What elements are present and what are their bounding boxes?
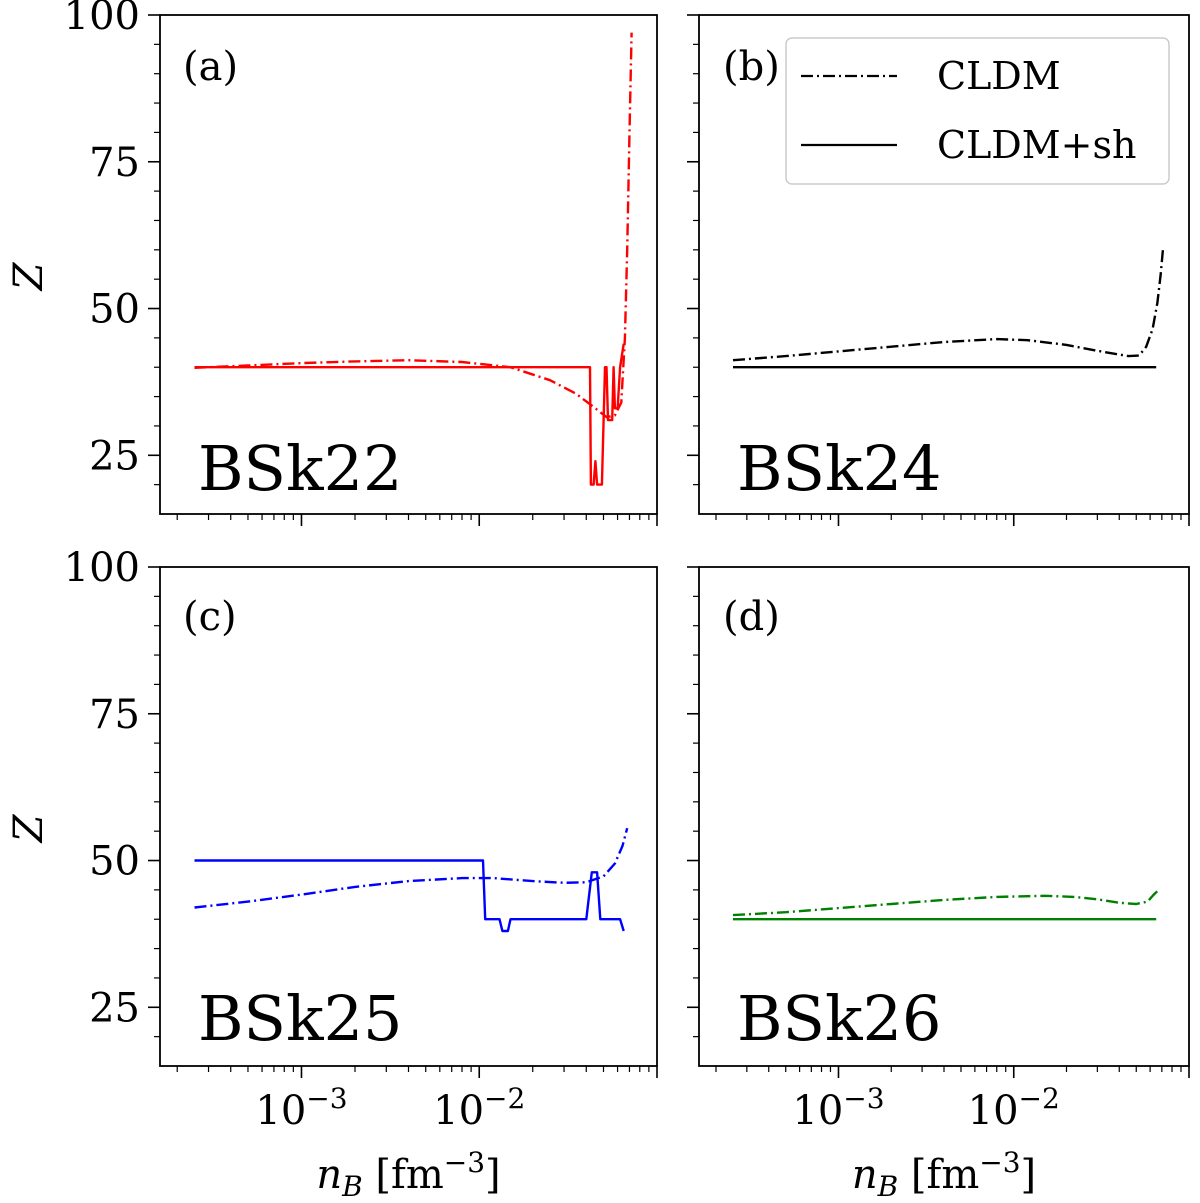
- y-tick-label: 75: [89, 692, 140, 738]
- y-axis-label: Z: [6, 261, 52, 292]
- y-tick-label: 25: [89, 433, 140, 479]
- legend-frame: [785, 37, 1170, 185]
- model-label: BSk22: [198, 432, 403, 505]
- y-tick-label: 50: [89, 839, 140, 885]
- legend-label-cldm-sh: CLDM+sh: [937, 123, 1137, 167]
- panel-b: (b) BSk24 CLDM CLDM+sh: [687, 14, 1190, 526]
- x-tick-label: 10−2: [433, 1082, 525, 1134]
- x-tick-label: 10−3: [792, 1082, 884, 1134]
- model-label: BSk24: [737, 432, 942, 505]
- y-tick-label: 100: [64, 0, 140, 39]
- y-tick-label: 50: [89, 287, 140, 333]
- model-label: BSk25: [198, 982, 403, 1055]
- series-cldm-line: [732, 249, 1165, 362]
- axes-frame: [159, 14, 658, 515]
- x-axis-label: nB [fm−3]: [852, 1146, 1036, 1203]
- legend-label-cldm: CLDM: [937, 54, 1061, 98]
- legend: CLDM CLDM+sh: [785, 37, 1170, 185]
- series-cldm-sh-line: [194, 859, 625, 933]
- panel-tag: (c): [183, 594, 237, 640]
- y-tick-label: 75: [89, 140, 140, 186]
- y-tick-label: 100: [64, 545, 140, 591]
- x-axis-label: nB [fm−3]: [316, 1146, 500, 1203]
- panel-tag: (b): [723, 44, 780, 90]
- axes-frame: [159, 566, 658, 1067]
- panel-tag: (a): [183, 44, 238, 90]
- series-cldm-line: [194, 827, 629, 909]
- axes-frame: [698, 14, 1190, 515]
- y-tick-label: 25: [89, 985, 140, 1031]
- series-cldm-line: [194, 32, 633, 419]
- series-cldm-sh-line: [194, 343, 625, 486]
- x-tick-label: 10−2: [968, 1082, 1060, 1134]
- x-tick-label: 10−3: [255, 1082, 347, 1134]
- panel-tag: (d): [723, 594, 780, 640]
- axes-frame: [698, 566, 1190, 1067]
- panel-c: (c) BSk25 25 50 75 100 Z 10−3 10−2 nB [fm−3]: [6, 545, 658, 1203]
- panel-d: (d) BSk26 10−3 10−2 nB [fm−3]: [687, 566, 1190, 1203]
- panel-a: (a) BSk22 25 50 75 100 Z: [6, 0, 658, 526]
- model-label: BSk26: [737, 982, 942, 1055]
- series-cldm-line: [732, 890, 1159, 917]
- y-axis-label: Z: [6, 813, 52, 844]
